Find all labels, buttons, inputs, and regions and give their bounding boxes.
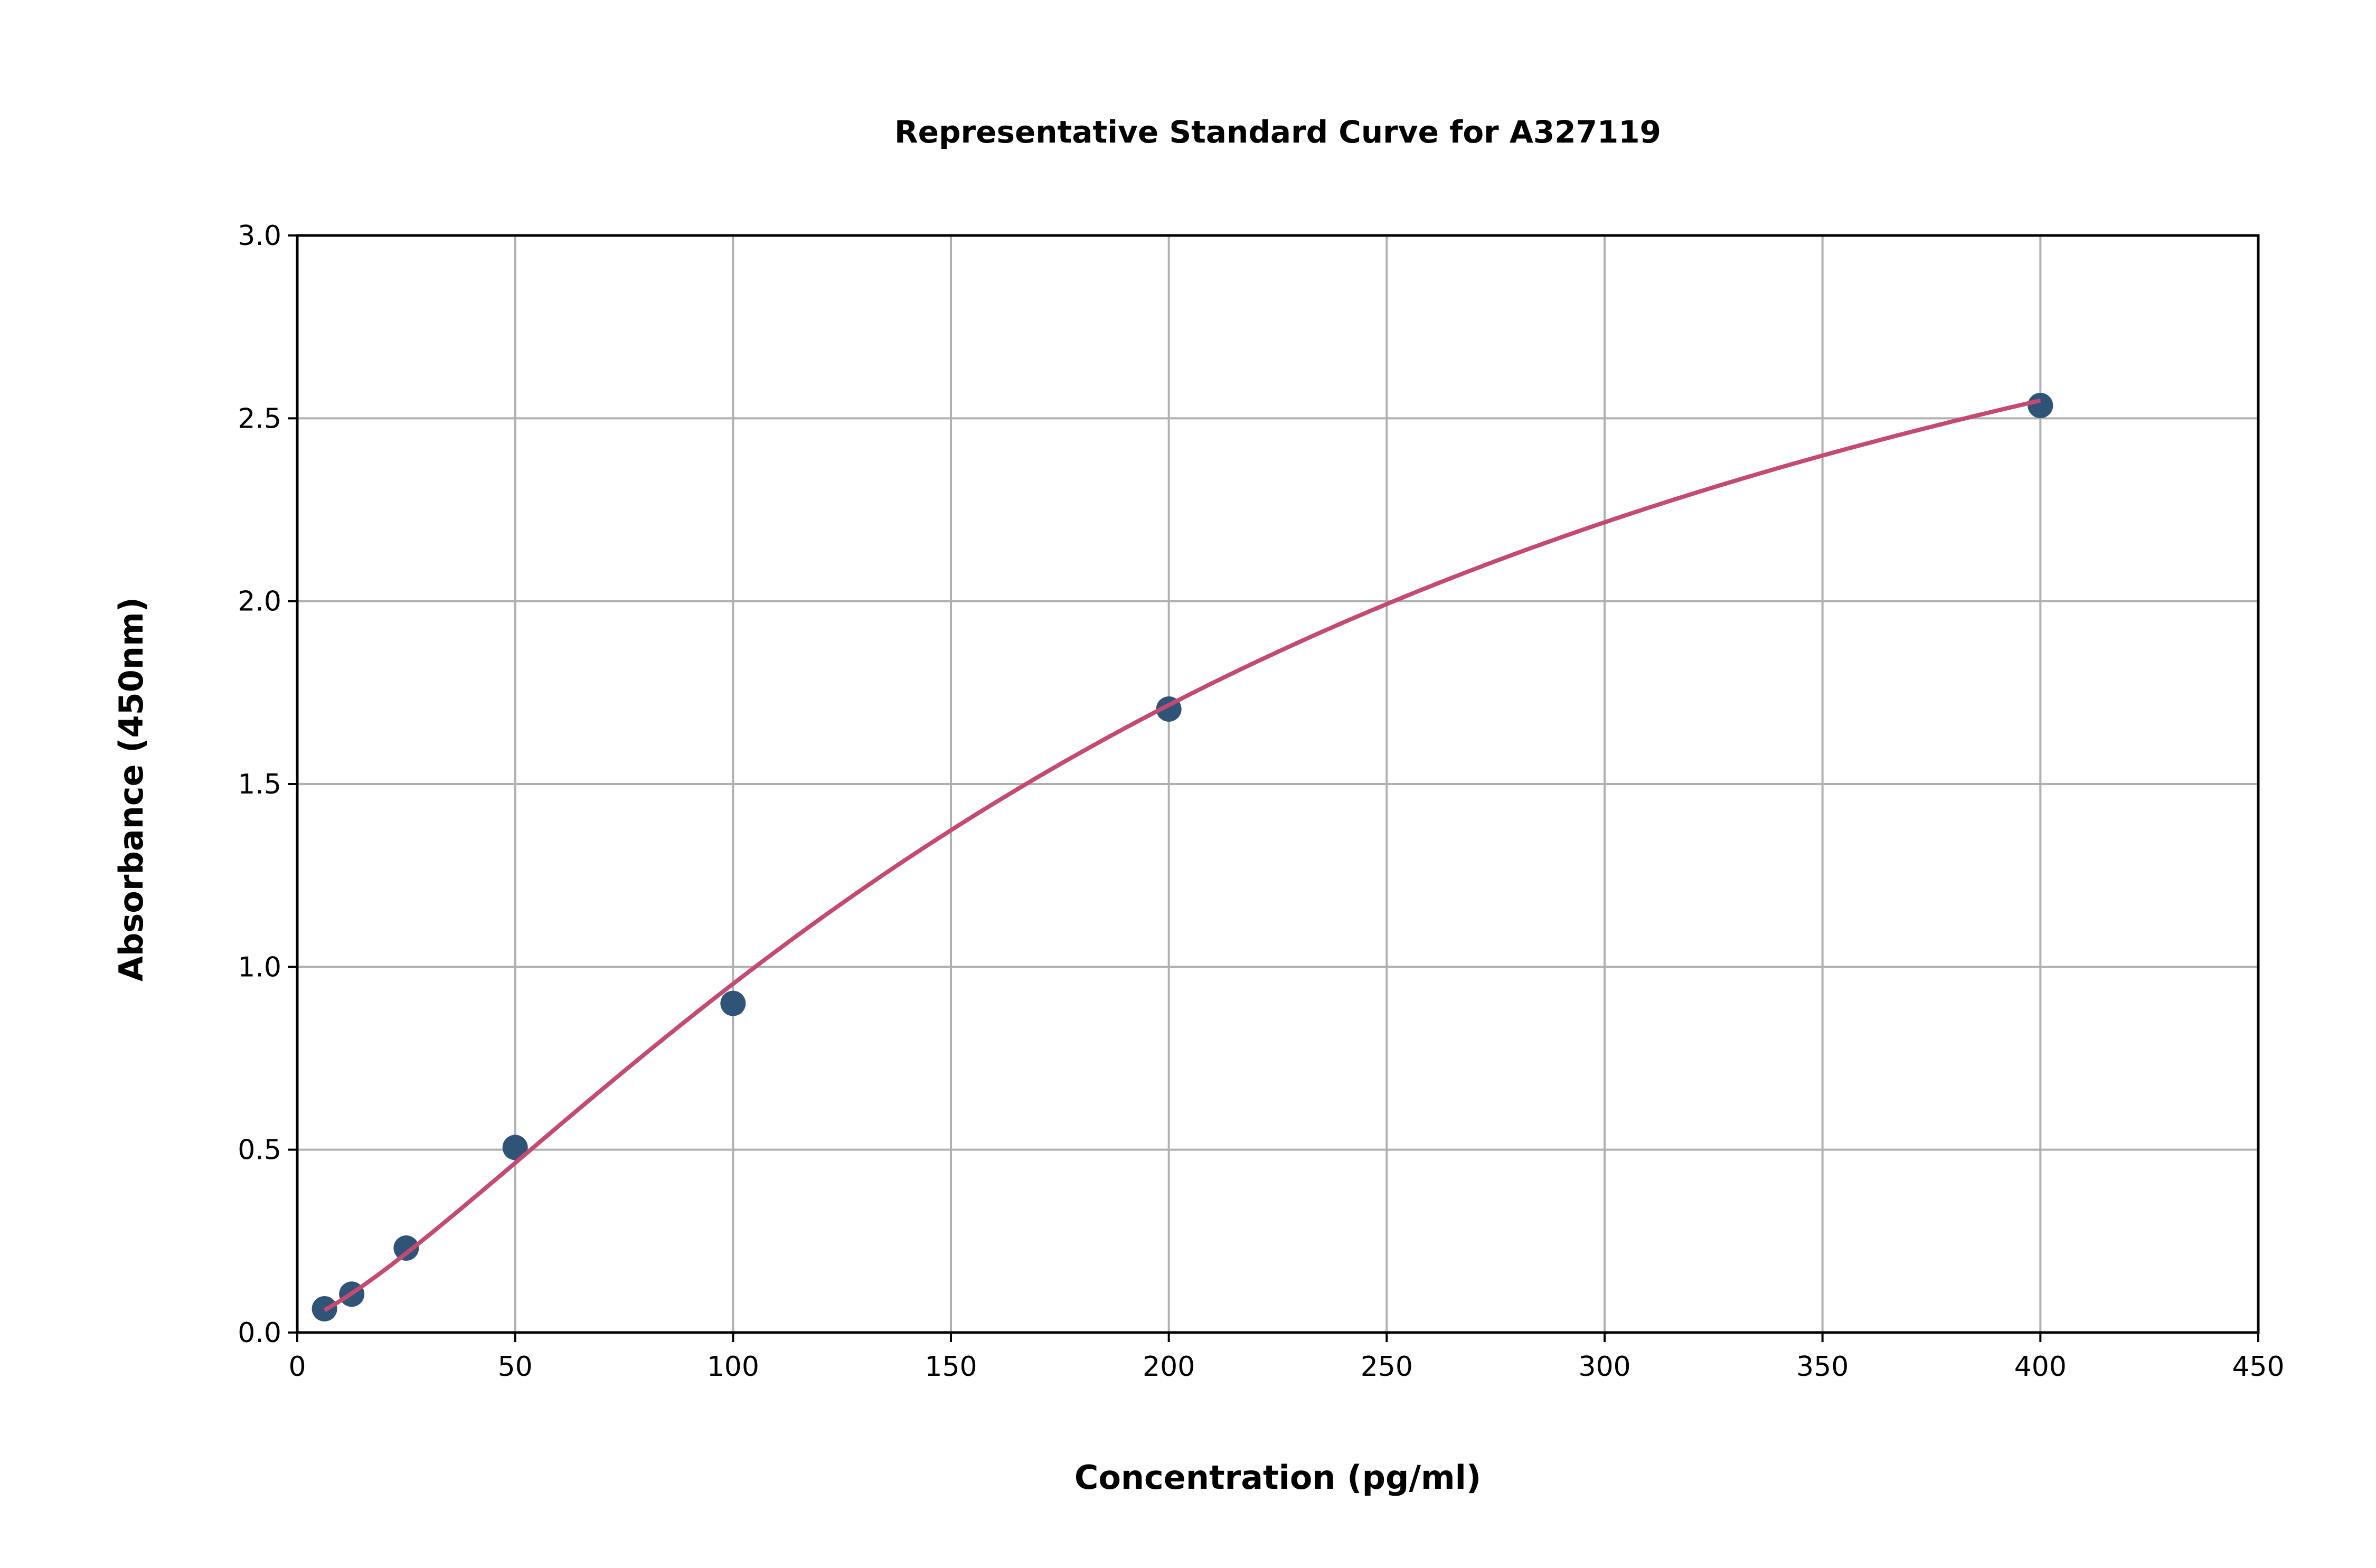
y-tick-label: 0.0	[238, 1317, 281, 1349]
y-axis-ticks: 0.0 0.5 1.0 1.5 2.0 2.5 3.0	[238, 220, 297, 1349]
x-tick-label: 350	[1796, 1351, 1849, 1383]
x-tick-label: 50	[498, 1351, 533, 1383]
x-tick-label: 200	[1143, 1351, 1195, 1383]
y-tick-label: 2.5	[238, 403, 281, 434]
y-tick-label: 1.5	[238, 769, 281, 800]
data-point	[720, 990, 746, 1016]
x-axis-label: Concentration (pg/ml)	[1074, 1458, 1481, 1497]
x-tick-label: 450	[2232, 1351, 2284, 1383]
x-tick-label: 400	[2014, 1351, 2067, 1383]
y-axis-label: Absorbance (450nm)	[112, 597, 150, 981]
fit-curve-group	[323, 398, 2041, 1312]
x-axis-ticks: 0 50 100 150 200 250 300 350 400 450	[288, 1333, 2285, 1383]
x-tick-label: 100	[707, 1351, 759, 1383]
data-point	[502, 1135, 528, 1160]
data-point	[393, 1235, 419, 1261]
x-tick-label: 150	[925, 1351, 977, 1383]
x-tick-label: 300	[1578, 1351, 1630, 1383]
x-tick-label: 0	[288, 1351, 306, 1383]
y-tick-label: 2.0	[238, 586, 281, 618]
chart-title: Representative Standard Curve for A32711…	[894, 114, 1661, 150]
y-tick-label: 3.0	[238, 220, 281, 252]
data-point	[2028, 393, 2053, 419]
x-tick-label: 250	[1361, 1351, 1413, 1383]
fit-curve	[323, 398, 2041, 1312]
y-tick-label: 0.5	[238, 1135, 281, 1166]
y-tick-label: 1.0	[238, 951, 281, 983]
